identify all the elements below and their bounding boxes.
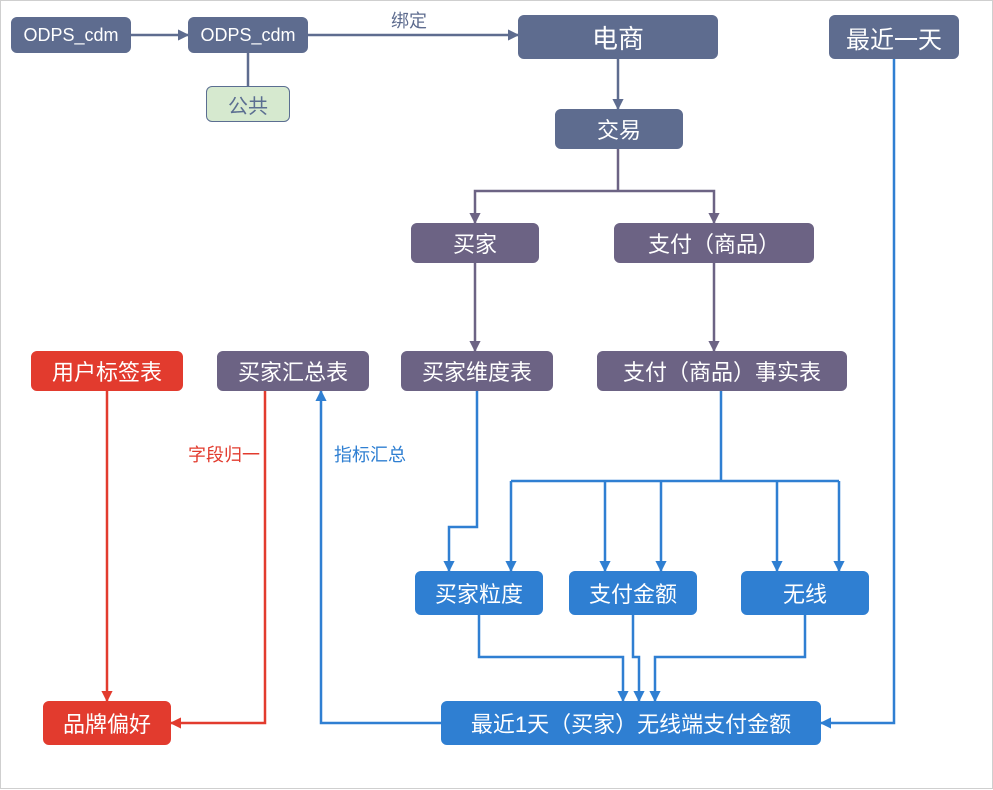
edge-dim-grain [449, 391, 477, 571]
node-public: 公共 [206, 86, 290, 122]
node-pay_fact: 支付（商品）事实表 [597, 351, 847, 391]
node-pay_amount: 支付金额 [569, 571, 697, 615]
diagram-canvas: ODPS_cdmODPS_cdm公共电商最近一天交易买家支付（商品）买家维度表支… [0, 0, 993, 789]
node-brand_pref: 品牌偏好 [43, 701, 171, 745]
node-recent_day: 最近一天 [829, 15, 959, 59]
node-final: 最近1天（买家）无线端支付金额 [441, 701, 821, 745]
edge-label-bind: 绑定 [391, 7, 427, 33]
edge-wl-final [655, 615, 805, 701]
node-label-recent_day: 最近一天 [846, 20, 942, 55]
edges-layer [1, 1, 993, 790]
edge-label-index_sum: 指标汇总 [334, 441, 406, 467]
node-pay_goods: 支付（商品） [614, 223, 814, 263]
node-label-trade: 交易 [597, 113, 641, 145]
node-trade: 交易 [555, 109, 683, 149]
edge-fork-buyer [475, 191, 618, 223]
node-label-brand_pref: 品牌偏好 [63, 707, 151, 739]
edge-recent-final [821, 59, 894, 723]
node-odps2: ODPS_cdm [188, 17, 308, 53]
node-buyer_sum: 买家汇总表 [217, 351, 369, 391]
node-label-pay_fact: 支付（商品）事实表 [623, 355, 821, 387]
edge-label-field_merge: 字段归一 [188, 441, 260, 467]
node-label-buyer_sum: 买家汇总表 [238, 355, 348, 387]
edge-pay-final [633, 615, 639, 701]
node-label-buyer_dim: 买家维度表 [422, 355, 532, 387]
node-buyer_grain: 买家粒度 [415, 571, 543, 615]
node-label-public: 公共 [228, 90, 268, 119]
node-buyer_dim: 买家维度表 [401, 351, 553, 391]
node-odps1: ODPS_cdm [11, 17, 131, 53]
node-label-odps2: ODPS_cdm [200, 25, 295, 46]
node-label-odps1: ODPS_cdm [23, 25, 118, 46]
node-label-wireless: 无线 [783, 577, 827, 609]
node-ecommerce: 电商 [518, 15, 718, 59]
node-label-buyer_grain: 买家粒度 [435, 577, 523, 609]
node-wireless: 无线 [741, 571, 869, 615]
edge-grain-final [479, 615, 623, 701]
node-label-final: 最近1天（买家）无线端支付金额 [471, 707, 791, 739]
node-label-buyer: 买家 [453, 227, 497, 259]
node-buyer: 买家 [411, 223, 539, 263]
node-user_tag: 用户标签表 [31, 351, 183, 391]
edge-fork-pay [618, 191, 714, 223]
node-label-pay_amount: 支付金额 [589, 577, 677, 609]
node-label-user_tag: 用户标签表 [52, 355, 162, 387]
node-label-pay_goods: 支付（商品） [648, 227, 780, 259]
node-label-ecommerce: 电商 [592, 19, 644, 56]
